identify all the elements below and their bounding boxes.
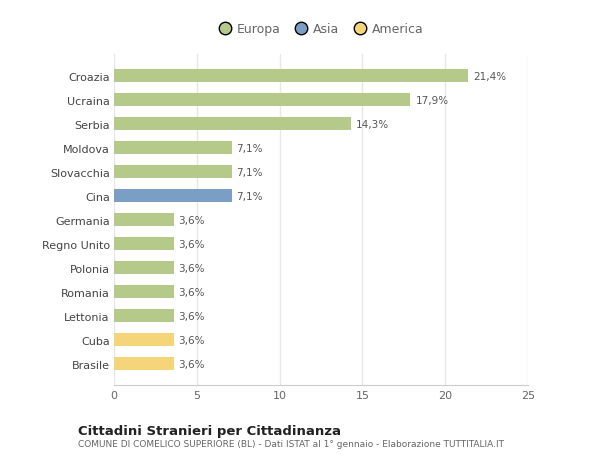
Bar <box>114 118 351 131</box>
Bar <box>114 333 173 347</box>
Text: 3,6%: 3,6% <box>179 359 205 369</box>
Text: 7,1%: 7,1% <box>236 191 263 202</box>
Bar <box>114 285 173 299</box>
Bar <box>114 94 410 107</box>
Text: 3,6%: 3,6% <box>179 215 205 225</box>
Text: Cittadini Stranieri per Cittadinanza: Cittadini Stranieri per Cittadinanza <box>78 424 341 437</box>
Text: 3,6%: 3,6% <box>179 335 205 345</box>
Text: 17,9%: 17,9% <box>415 95 449 106</box>
Bar <box>114 238 173 251</box>
Bar <box>114 190 232 203</box>
Bar <box>114 262 173 275</box>
Text: 7,1%: 7,1% <box>236 144 263 153</box>
Bar <box>114 309 173 323</box>
Bar <box>114 214 173 227</box>
Text: 21,4%: 21,4% <box>473 72 506 82</box>
Text: 3,6%: 3,6% <box>179 287 205 297</box>
Text: 3,6%: 3,6% <box>179 239 205 249</box>
Text: COMUNE DI COMELICO SUPERIORE (BL) - Dati ISTAT al 1° gennaio - Elaborazione TUTT: COMUNE DI COMELICO SUPERIORE (BL) - Dati… <box>78 439 504 448</box>
Bar <box>114 70 469 83</box>
Bar <box>114 358 173 370</box>
Bar <box>114 142 232 155</box>
Text: 14,3%: 14,3% <box>356 120 389 129</box>
Text: 3,6%: 3,6% <box>179 263 205 273</box>
Bar <box>114 166 232 179</box>
Legend: Europa, Asia, America: Europa, Asia, America <box>214 18 428 41</box>
Text: 7,1%: 7,1% <box>236 168 263 178</box>
Text: 3,6%: 3,6% <box>179 311 205 321</box>
